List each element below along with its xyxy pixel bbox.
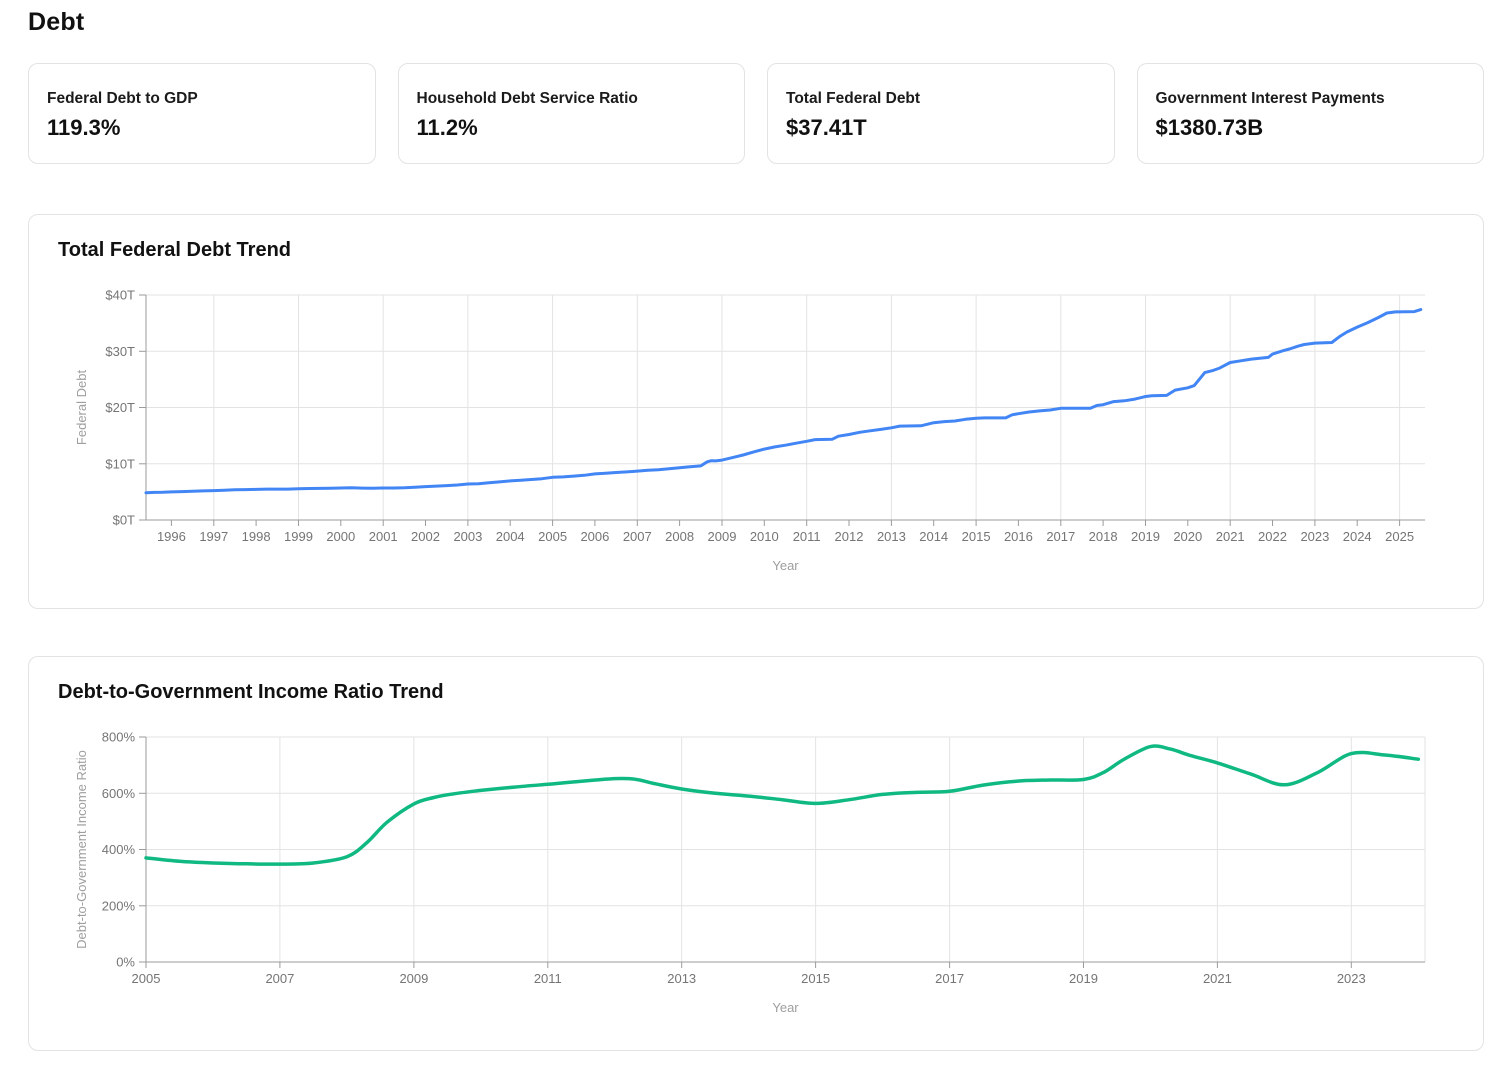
stat-card-total-federal-debt: Total Federal Debt $37.41T xyxy=(767,63,1115,164)
svg-text:2020: 2020 xyxy=(1173,529,1202,544)
chart-card-total-federal-debt-trend: Total Federal Debt Trend $0T $10T $20T $30T… xyxy=(28,214,1484,609)
svg-text:2025: 2025 xyxy=(1385,529,1414,544)
svg-text:800%: 800% xyxy=(102,730,136,745)
stat-label: Total Federal Debt xyxy=(786,90,921,107)
svg-text:2014: 2014 xyxy=(919,529,948,544)
svg-text:2023: 2023 xyxy=(1300,529,1329,544)
stat-card-federal-debt-to-gdp: Federal Debt to GDP 119.3% xyxy=(28,63,376,164)
stat-card-household-debt-service-ratio: Household Debt Service Ratio 11.2% xyxy=(397,63,745,164)
stat-label: Household Debt Service Ratio xyxy=(416,90,638,107)
svg-text:$10T: $10T xyxy=(105,456,135,471)
svg-text:1996: 1996 xyxy=(157,529,186,544)
svg-text:400%: 400% xyxy=(102,842,136,857)
svg-text:2013: 2013 xyxy=(877,529,906,544)
svg-text:2017: 2017 xyxy=(935,971,964,986)
svg-text:2001: 2001 xyxy=(369,529,398,544)
svg-text:$30T: $30T xyxy=(105,344,135,359)
stat-value: $1380.73B xyxy=(1155,115,1264,140)
svg-text:Federal Debt: Federal Debt xyxy=(74,370,89,446)
svg-text:2019: 2019 xyxy=(1131,529,1160,544)
page-title: Debt xyxy=(28,8,85,36)
chart-title: Debt-to-Government Income Ratio Trend xyxy=(58,681,444,703)
chart-title: Total Federal Debt Trend xyxy=(58,239,291,261)
debt-dashboard-page: Debt Federal Debt to GDP 119.3% Househol… xyxy=(28,8,1484,1051)
svg-text:2017: 2017 xyxy=(1046,529,1075,544)
svg-text:2008: 2008 xyxy=(665,529,694,544)
svg-text:2016: 2016 xyxy=(1004,529,1033,544)
svg-text:2024: 2024 xyxy=(1343,529,1372,544)
svg-text:Year: Year xyxy=(772,558,799,573)
stat-card-government-interest-payments: Government Interest Payments $1380.73B xyxy=(1136,63,1484,164)
svg-text:2012: 2012 xyxy=(835,529,864,544)
svg-text:2007: 2007 xyxy=(265,971,294,986)
svg-text:2004: 2004 xyxy=(496,529,525,544)
svg-text:2023: 2023 xyxy=(1337,971,1366,986)
svg-text:2021: 2021 xyxy=(1216,529,1245,544)
svg-text:0%: 0% xyxy=(116,955,135,970)
stat-label: Federal Debt to GDP xyxy=(47,90,198,107)
svg-text:1997: 1997 xyxy=(199,529,228,544)
svg-text:2018: 2018 xyxy=(1089,529,1118,544)
svg-text:1998: 1998 xyxy=(242,529,271,544)
svg-text:2019: 2019 xyxy=(1069,971,1098,986)
svg-text:2002: 2002 xyxy=(411,529,440,544)
svg-text:2005: 2005 xyxy=(132,971,161,986)
stat-value: 11.2% xyxy=(416,115,478,140)
svg-text:2009: 2009 xyxy=(708,529,737,544)
svg-text:2000: 2000 xyxy=(326,529,355,544)
svg-text:Year: Year xyxy=(772,1000,799,1015)
svg-text:1999: 1999 xyxy=(284,529,313,544)
svg-text:2013: 2013 xyxy=(667,971,696,986)
svg-text:2022: 2022 xyxy=(1258,529,1287,544)
stat-value: 119.3% xyxy=(47,115,121,140)
svg-text:$0T: $0T xyxy=(113,513,135,528)
debt-to-government-income-ratio-trend-chart: 0% 200% 400% 600% 800% 2005 2007 2009 2011 2013 20… xyxy=(74,730,1426,1015)
svg-text:2005: 2005 xyxy=(538,529,567,544)
svg-text:2011: 2011 xyxy=(534,971,562,986)
svg-text:$40T: $40T xyxy=(105,288,135,303)
svg-text:2009: 2009 xyxy=(399,971,428,986)
stat-cards-row: Federal Debt to GDP 119.3% Household Deb… xyxy=(28,63,1484,164)
chart-card-debt-to-government-income-ratio-trend: Debt-to-Government Income Ratio Trend 0%… xyxy=(28,656,1484,1051)
total-federal-debt-trend-chart: $0T $10T $20T $30T $40T 1996 1997 1998 1999 2000 2… xyxy=(74,288,1425,573)
svg-text:2010: 2010 xyxy=(750,529,779,544)
svg-text:2021: 2021 xyxy=(1203,971,1232,986)
svg-text:Debt-to-Government Income Rati: Debt-to-Government Income Ratio xyxy=(74,750,89,949)
svg-text:600%: 600% xyxy=(102,786,136,801)
svg-text:2007: 2007 xyxy=(623,529,652,544)
stat-label: Government Interest Payments xyxy=(1155,90,1385,107)
svg-text:2015: 2015 xyxy=(801,971,830,986)
svg-text:2003: 2003 xyxy=(453,529,482,544)
stat-value: $37.41T xyxy=(786,115,867,140)
svg-text:$20T: $20T xyxy=(105,400,135,415)
svg-text:2015: 2015 xyxy=(962,529,991,544)
svg-text:200%: 200% xyxy=(102,898,136,913)
svg-text:2011: 2011 xyxy=(793,529,821,544)
svg-text:2006: 2006 xyxy=(580,529,609,544)
